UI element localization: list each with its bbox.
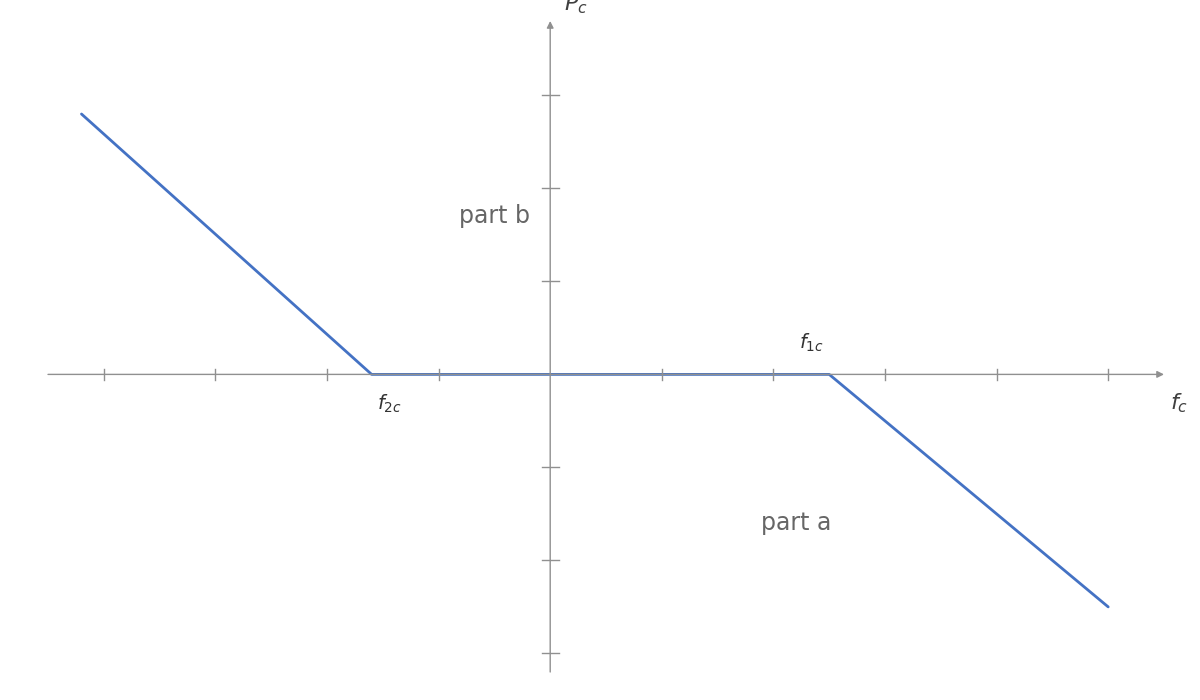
Text: $f_{1c}$: $f_{1c}$	[799, 332, 823, 354]
Text: part a: part a	[761, 511, 830, 536]
Text: $f_c$: $f_c$	[1170, 391, 1188, 414]
Text: $P_c$: $P_c$	[564, 0, 587, 16]
Text: part b: part b	[458, 204, 530, 228]
Text: $f_{2c}$: $f_{2c}$	[377, 393, 402, 415]
